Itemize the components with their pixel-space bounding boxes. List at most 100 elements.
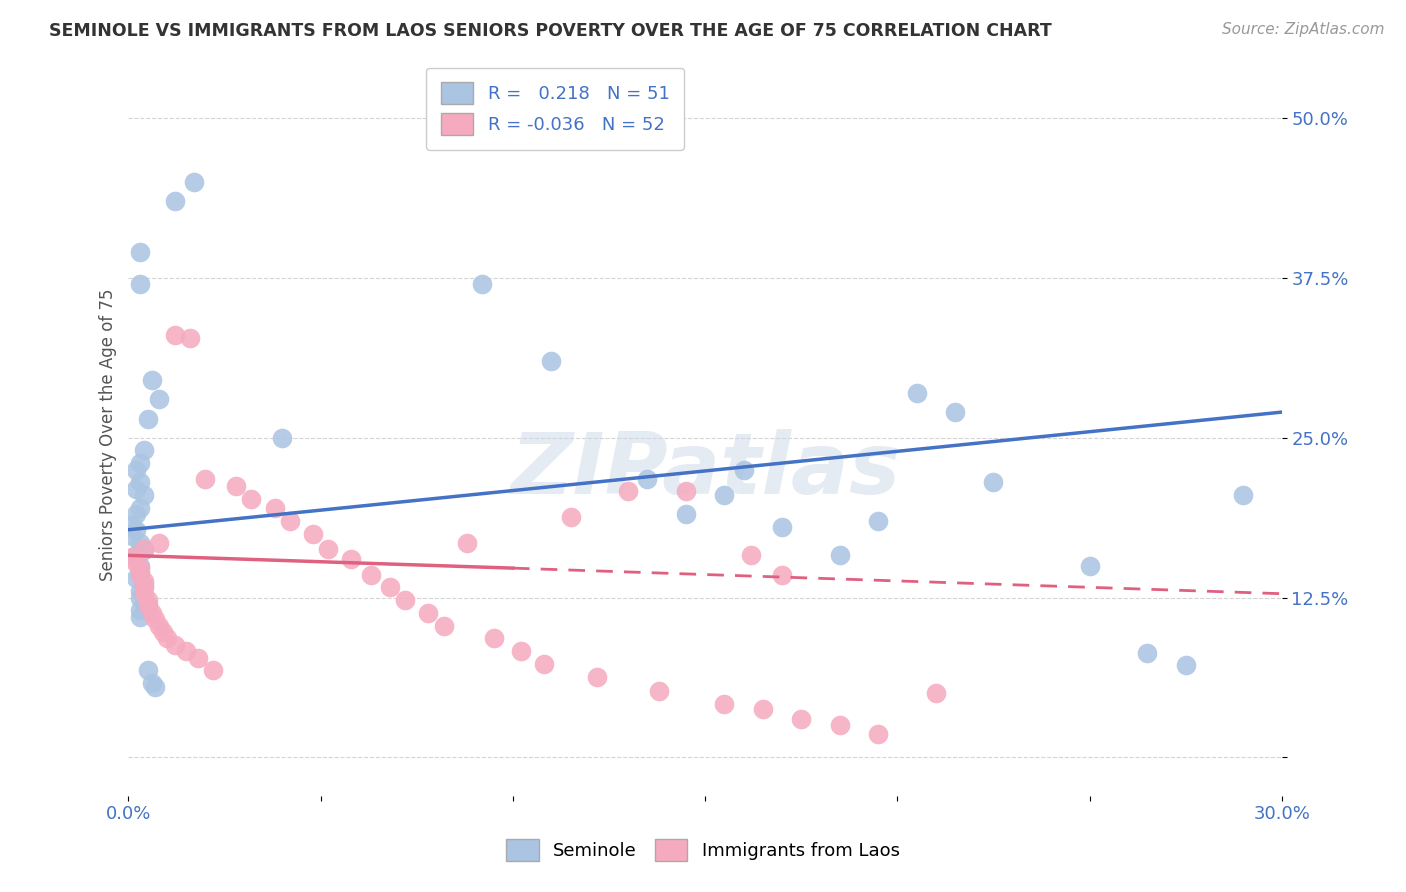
- Point: [183, 175, 205, 189]
- Point: [141, 373, 163, 387]
- Point: [560, 510, 582, 524]
- Y-axis label: Seniors Poverty Over the Age of 75: Seniors Poverty Over the Age of 75: [100, 288, 117, 581]
- Point: [202, 664, 225, 678]
- Point: [456, 535, 478, 549]
- Point: [636, 472, 658, 486]
- Point: [129, 565, 152, 579]
- Point: [540, 354, 562, 368]
- Point: [770, 520, 793, 534]
- Point: [148, 618, 170, 632]
- Point: [121, 517, 143, 532]
- Point: [129, 567, 152, 582]
- Point: [156, 632, 179, 646]
- Point: [129, 584, 152, 599]
- Point: [132, 543, 155, 558]
- Point: [271, 431, 294, 445]
- Point: [752, 702, 775, 716]
- Text: Source: ZipAtlas.com: Source: ZipAtlas.com: [1222, 22, 1385, 37]
- Point: [378, 580, 401, 594]
- Point: [1174, 658, 1197, 673]
- Point: [125, 508, 148, 522]
- Legend: Seminole, Immigrants from Laos: Seminole, Immigrants from Laos: [494, 827, 912, 874]
- Point: [136, 411, 159, 425]
- Point: [129, 535, 152, 549]
- Point: [187, 650, 209, 665]
- Point: [132, 578, 155, 592]
- Point: [533, 657, 555, 671]
- Point: [617, 484, 640, 499]
- Point: [790, 712, 813, 726]
- Point: [394, 593, 416, 607]
- Point: [770, 567, 793, 582]
- Point: [132, 488, 155, 502]
- Point: [828, 549, 851, 563]
- Point: [132, 580, 155, 594]
- Point: [713, 697, 735, 711]
- Point: [141, 606, 163, 620]
- Point: [509, 644, 531, 658]
- Point: [713, 488, 735, 502]
- Point: [828, 718, 851, 732]
- Point: [129, 475, 152, 490]
- Point: [136, 593, 159, 607]
- Point: [145, 680, 167, 694]
- Point: [132, 587, 155, 601]
- Point: [136, 599, 159, 614]
- Point: [121, 529, 143, 543]
- Point: [163, 638, 186, 652]
- Point: [433, 618, 456, 632]
- Point: [129, 603, 152, 617]
- Point: [263, 501, 285, 516]
- Point: [675, 508, 697, 522]
- Point: [360, 567, 382, 582]
- Legend: R =   0.218   N = 51, R = -0.036   N = 52: R = 0.218 N = 51, R = -0.036 N = 52: [426, 68, 685, 150]
- Point: [148, 392, 170, 407]
- Point: [418, 606, 440, 620]
- Text: ZIPatlas: ZIPatlas: [510, 429, 900, 512]
- Point: [132, 541, 155, 556]
- Point: [163, 194, 186, 208]
- Point: [1078, 558, 1101, 573]
- Point: [132, 443, 155, 458]
- Point: [129, 561, 152, 575]
- Point: [740, 549, 762, 563]
- Point: [152, 625, 174, 640]
- Point: [471, 277, 494, 292]
- Point: [121, 549, 143, 564]
- Point: [132, 574, 155, 588]
- Point: [129, 558, 152, 573]
- Point: [983, 475, 1005, 490]
- Point: [174, 644, 197, 658]
- Point: [129, 245, 152, 260]
- Point: [482, 632, 505, 646]
- Point: [125, 549, 148, 563]
- Point: [125, 482, 148, 496]
- Point: [648, 684, 671, 698]
- Point: [125, 463, 148, 477]
- Point: [240, 491, 263, 506]
- Point: [905, 386, 928, 401]
- Text: SEMINOLE VS IMMIGRANTS FROM LAOS SENIORS POVERTY OVER THE AGE OF 75 CORRELATION : SEMINOLE VS IMMIGRANTS FROM LAOS SENIORS…: [49, 22, 1052, 40]
- Point: [129, 591, 152, 605]
- Point: [129, 277, 152, 292]
- Point: [278, 514, 301, 528]
- Point: [148, 535, 170, 549]
- Point: [125, 571, 148, 585]
- Point: [125, 523, 148, 537]
- Point: [145, 612, 167, 626]
- Point: [129, 456, 152, 470]
- Point: [179, 331, 201, 345]
- Point: [733, 463, 755, 477]
- Point: [868, 727, 890, 741]
- Point: [1136, 646, 1159, 660]
- Point: [868, 514, 890, 528]
- Point: [340, 552, 363, 566]
- Point: [675, 484, 697, 499]
- Point: [318, 541, 340, 556]
- Point: [225, 479, 247, 493]
- Point: [125, 556, 148, 570]
- Point: [136, 599, 159, 614]
- Point: [129, 609, 152, 624]
- Point: [132, 597, 155, 611]
- Point: [943, 405, 966, 419]
